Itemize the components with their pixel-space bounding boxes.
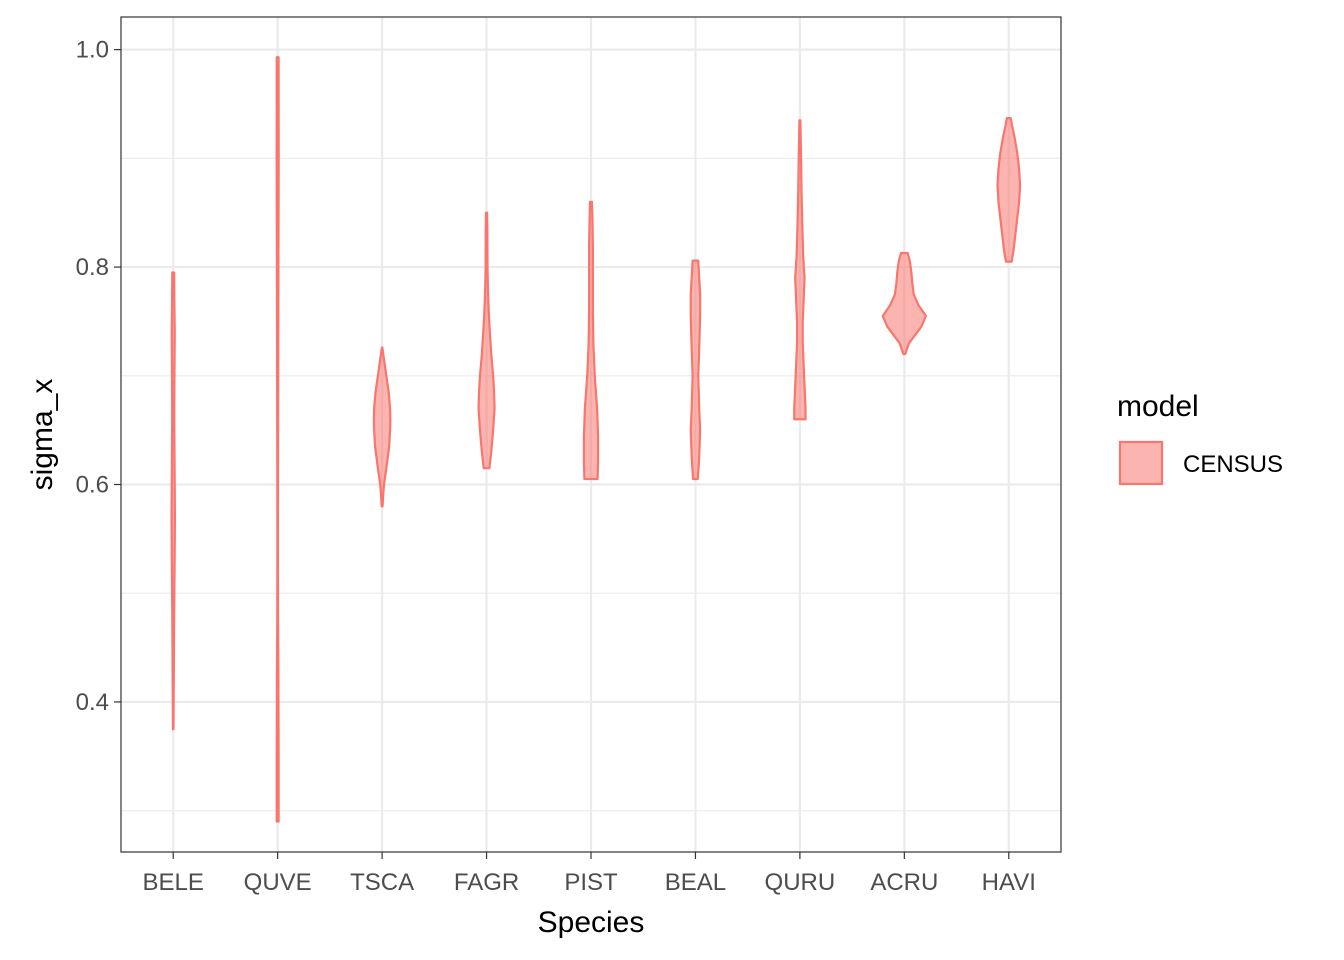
violin-acru <box>881 251 928 356</box>
x-tick-label: BEAL <box>665 869 726 896</box>
legend-title: model <box>1117 390 1199 423</box>
x-tick-label: TSCA <box>350 869 414 896</box>
legend-key-census <box>1118 440 1164 486</box>
violin-pist <box>582 200 600 481</box>
x-tick-label: QURU <box>765 869 836 896</box>
legend-label-census: CENSUS <box>1183 451 1283 478</box>
x-tick-label: BELE <box>143 869 204 896</box>
x-tick-label: QUVE <box>244 869 312 896</box>
x-tick-label: PIST <box>564 869 618 896</box>
y-axis-title: sigma_x <box>26 379 59 491</box>
axis-layer: 0.4 0.6 0.8 1.0 BELE QUVE TSCA FAGR PIST BEAL QURU… <box>76 37 1036 896</box>
violin-tsca <box>372 346 392 508</box>
violin-layer <box>170 56 1022 823</box>
y-tick-label: 0.8 <box>76 254 109 281</box>
y-tick-label: 0.6 <box>76 472 109 499</box>
violin-fagr <box>477 211 496 470</box>
violin-bele <box>170 271 177 731</box>
y-tick-label: 0.4 <box>76 689 109 716</box>
violin-quve <box>275 56 280 823</box>
violin-beal <box>689 259 702 481</box>
x-axis-title: Species <box>538 906 645 939</box>
x-tick-label: FAGR <box>454 869 519 896</box>
violin-quru <box>793 119 807 421</box>
legend: model CENSUS <box>1117 390 1283 486</box>
x-tick-label: HAVI <box>982 869 1036 896</box>
violin-havi <box>996 117 1022 263</box>
x-tick-label: ACRU <box>870 869 938 896</box>
y-tick-label: 1.0 <box>76 37 109 64</box>
